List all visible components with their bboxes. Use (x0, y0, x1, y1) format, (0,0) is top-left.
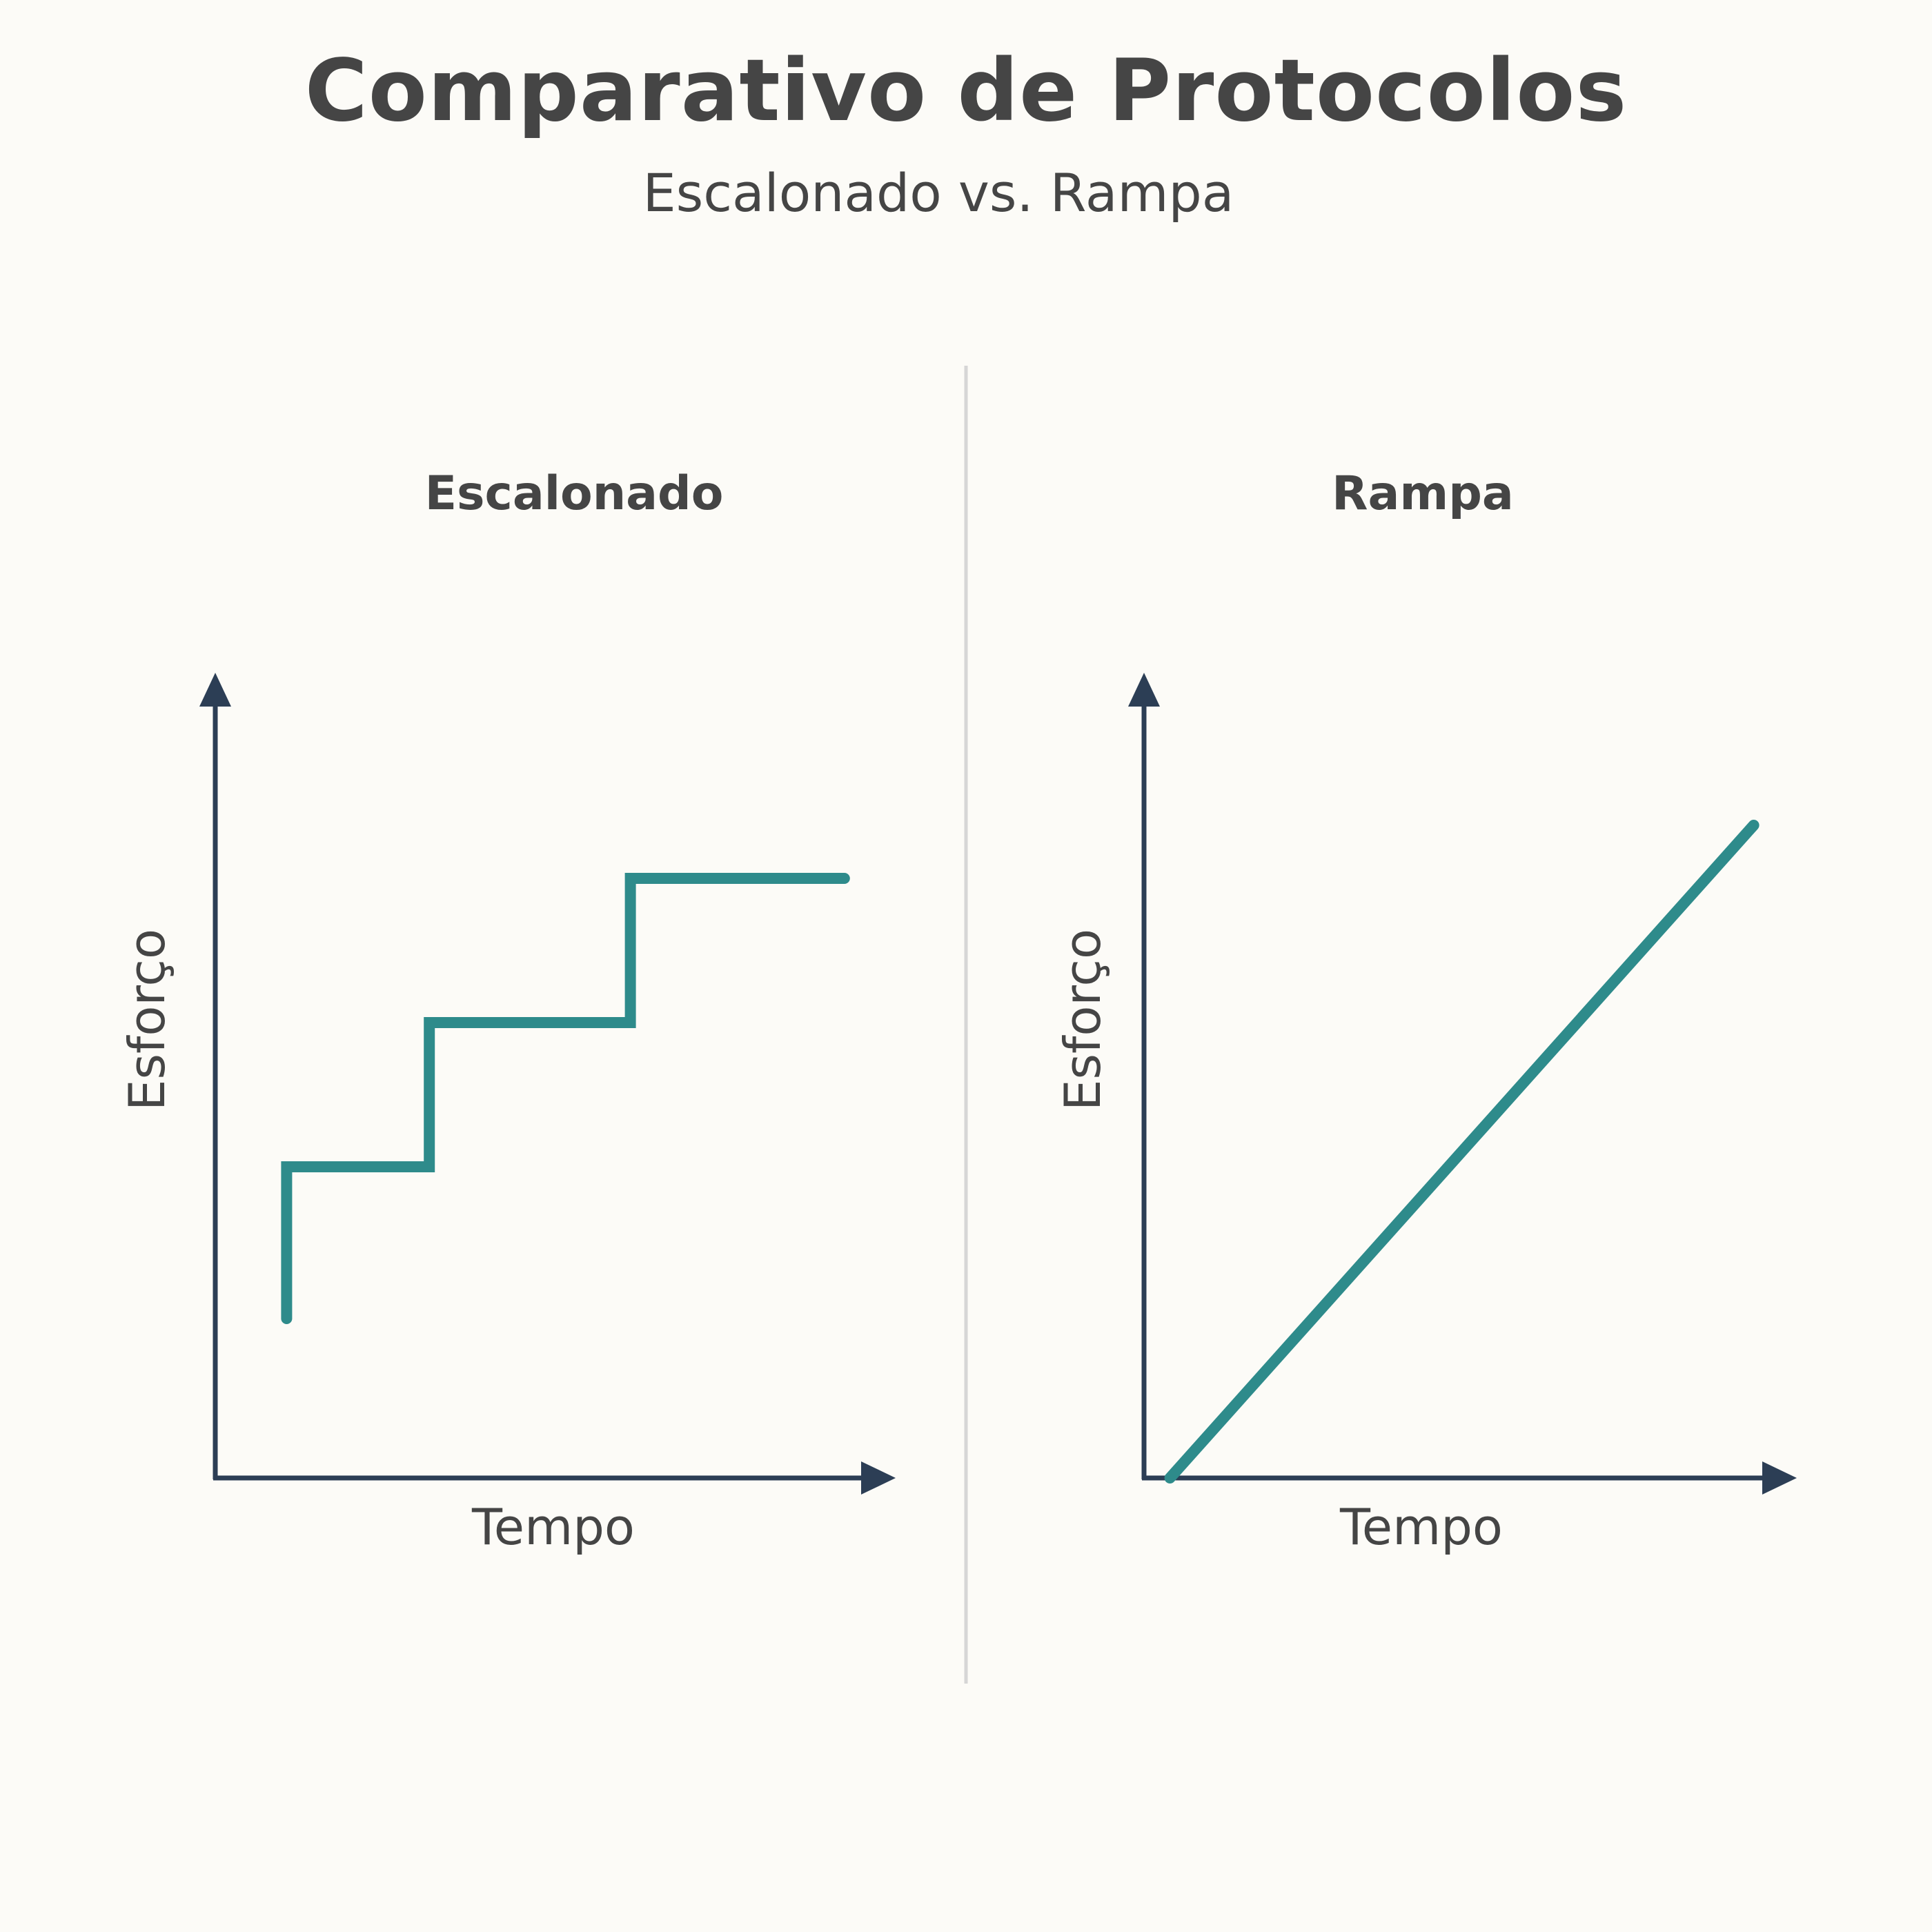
chart-escalonado-y-axis-arrow (199, 673, 231, 707)
chart-escalonado-series-line (281, 873, 850, 1324)
chart-rampa-title: Rampa (1332, 466, 1514, 521)
chart-rampa-x-axis-arrow (1762, 1461, 1797, 1495)
chart-rampa-series-line (1164, 820, 1759, 1483)
chart-rampa-y-axis-arrow (1128, 673, 1160, 707)
chart-escalonado-plot (281, 873, 850, 1324)
chart-rampa-ylabel: Esforço (1054, 929, 1112, 1111)
chart-escalonado-ylabel: Esforço (118, 929, 176, 1111)
chart-rampa-xlabel: Tempo (1339, 1498, 1503, 1556)
chart-escalonado: Escalonado Tempo Esforço (118, 466, 896, 1556)
chart-rampa: Rampa Tempo Esforço (1054, 466, 1797, 1556)
page-subtitle: Escalonado vs. Rampa (642, 162, 1234, 224)
chart-escalonado-title: Escalonado (425, 466, 724, 521)
page-title: Comparativo de Protocolos (304, 41, 1628, 141)
chart-escalonado-xlabel: Tempo (471, 1498, 635, 1556)
chart-escalonado-x-axis-arrow (861, 1461, 896, 1495)
chart-rampa-plot (1164, 820, 1759, 1483)
